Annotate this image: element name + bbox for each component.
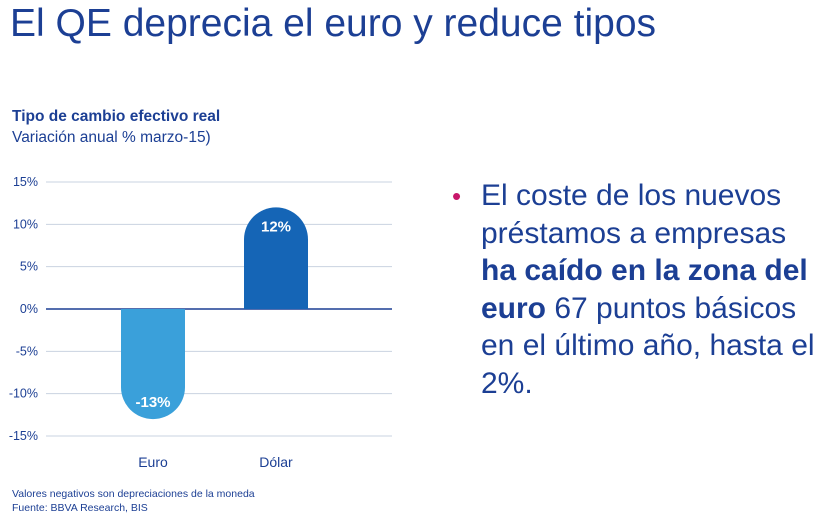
chart-source: Fuente: BBVA Research, BIS — [12, 502, 148, 514]
y-tick-label: 5% — [20, 260, 38, 274]
bullet-text-part1: El coste de los nuevos préstamos a empre… — [481, 179, 787, 250]
bar-euro — [121, 309, 185, 420]
y-tick-label: -5% — [16, 344, 38, 358]
bar-chart: 15% 10% 5% 0% -5% -10% -15% -13% Euro 12% Dólar — [9, 175, 392, 470]
bullet-text-bold: ha caído en la zona del euro — [481, 254, 808, 325]
data-label: 12% — [261, 218, 291, 235]
y-tick-label: -15% — [9, 429, 38, 443]
chart-subtitle: Variación anual % marzo-15) — [12, 129, 211, 146]
chart-note: Valores negativos son depreciaciones de … — [12, 488, 255, 500]
y-tick-label: 15% — [13, 175, 38, 189]
bar-dólar — [244, 207, 308, 309]
x-category-label: Dólar — [259, 454, 293, 470]
bullet-text-part2: 67 puntos básicos en el último año, hast… — [481, 291, 815, 400]
y-tick-label: -10% — [9, 387, 38, 401]
y-tick-label: 10% — [13, 217, 38, 231]
slide-title: El QE deprecia el euro y reduce tipos — [10, 2, 657, 45]
bullet-text: El coste de los nuevos préstamos a empre… — [481, 177, 821, 402]
bullet-dot-icon: • — [452, 181, 462, 211]
x-category-label: Euro — [138, 454, 168, 470]
data-label: -13% — [135, 394, 170, 411]
y-tick-label: 0% — [20, 302, 38, 316]
chart-title: Tipo de cambio efectivo real — [12, 108, 221, 125]
